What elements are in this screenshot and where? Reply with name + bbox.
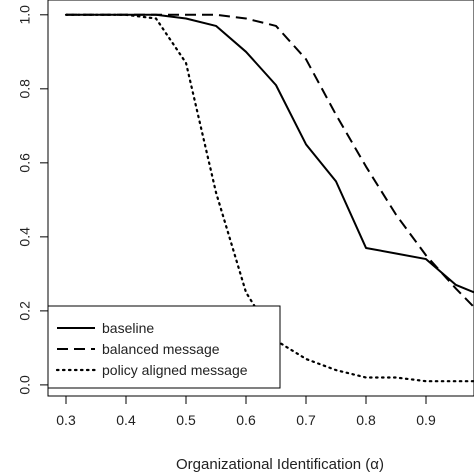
x-tick-label: 0.4 (116, 412, 136, 428)
y-tick-label: 0.6 (17, 153, 33, 173)
x-tick-label: 0.3 (56, 412, 76, 428)
y-tick-label: 0.2 (17, 301, 33, 321)
y-tick-label: 0.0 (17, 375, 33, 395)
series-line-balanced-message (66, 13, 474, 308)
y-tick-label: 0.8 (17, 79, 33, 99)
y-tick-label: 0.4 (17, 227, 33, 247)
legend: baseline balanced message policy aligned… (47, 305, 281, 389)
legend-label-baseline: baseline (102, 320, 154, 336)
legend-label-policy-aligned-message: policy aligned message (102, 362, 248, 378)
x-tick-label: 0.5 (176, 412, 196, 428)
legend-box (47, 305, 281, 389)
y-tick-label: 1.0 (17, 5, 33, 25)
plot-frame (47, 0, 474, 397)
x-axis-label: Organizational Identification (α) (176, 456, 384, 473)
x-tick-label: 0.8 (356, 412, 376, 428)
series-line-baseline (66, 13, 474, 294)
legend-label-balanced-message: balanced message (102, 341, 220, 357)
x-tick-label: 0.7 (296, 412, 316, 428)
y-axis: 0.0 0.2 0.4 0.6 0.8 1.0 (17, 5, 48, 395)
x-tick-label: 0.9 (416, 412, 436, 428)
x-axis: 0.3 0.4 0.5 0.6 0.7 0.8 0.9 (56, 396, 436, 428)
x-tick-label: 0.6 (236, 412, 256, 428)
